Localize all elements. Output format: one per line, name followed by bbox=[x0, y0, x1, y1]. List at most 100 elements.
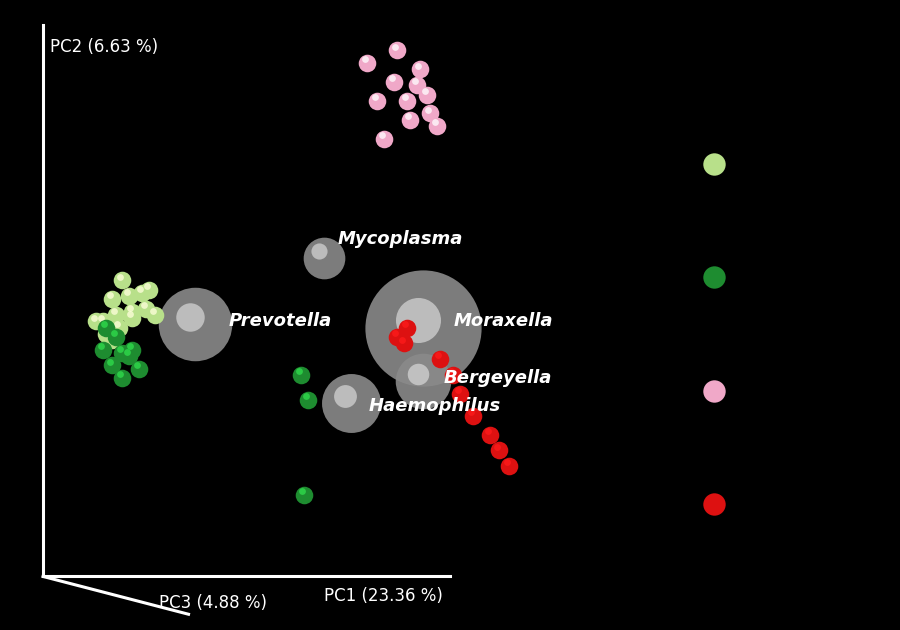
Point bbox=[96, 319, 111, 329]
Point bbox=[376, 134, 391, 144]
Point bbox=[136, 300, 150, 310]
Point bbox=[113, 344, 128, 354]
Point bbox=[400, 96, 414, 106]
Point bbox=[491, 442, 505, 452]
Point bbox=[125, 345, 140, 355]
Point bbox=[370, 96, 384, 106]
Text: MC1: MC1 bbox=[761, 382, 801, 399]
Point bbox=[390, 332, 404, 342]
Point bbox=[301, 395, 315, 405]
Point bbox=[386, 77, 400, 87]
Point bbox=[368, 92, 382, 102]
Point bbox=[140, 281, 154, 291]
Point bbox=[99, 323, 113, 333]
Point bbox=[446, 370, 460, 380]
Text: Moraxella: Moraxella bbox=[453, 312, 553, 330]
Point bbox=[706, 159, 721, 169]
Point bbox=[358, 54, 373, 64]
Point bbox=[416, 323, 430, 333]
Point bbox=[400, 111, 415, 121]
Point bbox=[466, 411, 481, 421]
Point bbox=[502, 461, 517, 471]
Point bbox=[99, 329, 113, 339]
Point bbox=[482, 430, 497, 440]
Point bbox=[106, 306, 121, 316]
Point bbox=[147, 306, 161, 316]
Point bbox=[481, 426, 495, 436]
Point bbox=[94, 341, 108, 351]
Point bbox=[317, 253, 331, 263]
Point bbox=[311, 246, 326, 256]
Point bbox=[706, 272, 721, 282]
Point bbox=[292, 366, 306, 376]
Text: Prevotella: Prevotella bbox=[229, 312, 331, 330]
Point bbox=[396, 338, 410, 348]
Text: PC3 (4.88 %): PC3 (4.88 %) bbox=[158, 594, 266, 612]
Text: Bergeyella: Bergeyella bbox=[443, 369, 552, 387]
Point bbox=[115, 373, 130, 383]
Point bbox=[122, 291, 136, 301]
Point bbox=[400, 323, 414, 333]
Point bbox=[120, 347, 134, 357]
Point bbox=[444, 366, 458, 376]
Text: MT2: MT2 bbox=[761, 268, 800, 286]
Point bbox=[122, 351, 136, 361]
Point bbox=[115, 275, 130, 285]
Text: Mycoplasma: Mycoplasma bbox=[338, 231, 463, 248]
Point bbox=[131, 364, 146, 374]
Point bbox=[106, 328, 121, 338]
Text: MC2: MC2 bbox=[761, 155, 801, 173]
Point bbox=[130, 360, 144, 370]
Point bbox=[125, 307, 140, 317]
Point bbox=[148, 310, 163, 320]
Point bbox=[105, 294, 120, 304]
Point bbox=[451, 385, 465, 395]
Point bbox=[104, 290, 118, 301]
Point bbox=[433, 354, 447, 364]
Point bbox=[133, 284, 148, 294]
Point bbox=[421, 105, 436, 115]
Point bbox=[295, 486, 310, 496]
Point bbox=[453, 389, 467, 399]
Point bbox=[123, 303, 138, 313]
Point bbox=[105, 335, 120, 345]
Point bbox=[338, 391, 353, 401]
Point bbox=[408, 76, 422, 86]
Point bbox=[384, 73, 399, 83]
Point bbox=[109, 332, 123, 342]
Point bbox=[398, 92, 412, 102]
Point bbox=[113, 369, 128, 379]
Point bbox=[419, 89, 434, 100]
Point bbox=[410, 80, 424, 90]
Text: MT1: MT1 bbox=[761, 495, 800, 513]
Point bbox=[428, 117, 442, 127]
Point bbox=[706, 499, 721, 509]
Point bbox=[500, 457, 515, 467]
Point bbox=[105, 360, 120, 370]
Point bbox=[120, 287, 134, 297]
Point bbox=[411, 315, 426, 325]
Point bbox=[115, 348, 130, 358]
Point bbox=[416, 376, 430, 386]
Point bbox=[123, 309, 138, 319]
Point bbox=[388, 42, 402, 52]
Text: PC2 (6.63 %): PC2 (6.63 %) bbox=[50, 38, 158, 56]
Point bbox=[423, 108, 437, 118]
Point bbox=[95, 316, 110, 326]
Point bbox=[141, 285, 156, 295]
Point bbox=[706, 386, 721, 396]
Point bbox=[113, 272, 128, 282]
Point bbox=[94, 312, 108, 323]
Point bbox=[109, 310, 123, 320]
Point bbox=[464, 407, 478, 417]
Point bbox=[188, 319, 202, 329]
Point bbox=[388, 328, 402, 338]
Point bbox=[431, 350, 446, 360]
Point bbox=[125, 313, 140, 323]
Point bbox=[86, 312, 101, 323]
Point bbox=[413, 64, 428, 74]
Text: PC1 (23.36 %): PC1 (23.36 %) bbox=[324, 587, 443, 605]
Point bbox=[135, 288, 149, 298]
Point bbox=[411, 60, 426, 71]
Point bbox=[374, 130, 389, 140]
